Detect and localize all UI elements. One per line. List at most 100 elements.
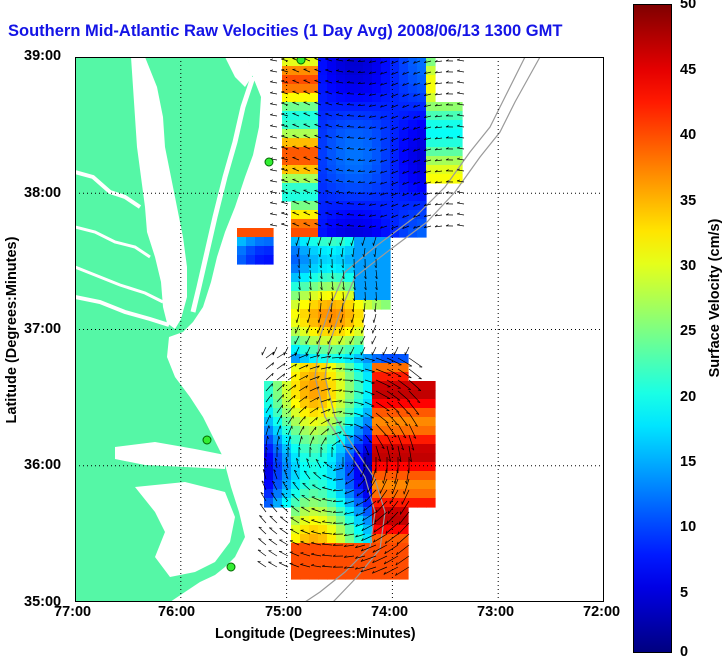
station-4 (227, 563, 235, 571)
velocity-arrow (269, 539, 277, 545)
velocity-cell (354, 129, 364, 139)
velocity-arrow (372, 336, 376, 344)
velocity-cell (336, 228, 346, 238)
velocity-cell (363, 426, 373, 436)
velocity-cell (390, 210, 400, 220)
velocity-cell (318, 480, 328, 490)
velocity-cell (336, 75, 346, 85)
velocity-cell (345, 183, 355, 193)
velocity-cell (300, 336, 310, 346)
velocity-cell (363, 129, 373, 139)
velocity-cell (318, 291, 328, 301)
velocity-cell (372, 426, 382, 436)
velocity-cell (300, 237, 310, 247)
velocity-cell (381, 462, 391, 472)
velocity-cell (399, 444, 409, 454)
velocity-cell (291, 570, 301, 580)
velocity-cell (246, 228, 256, 238)
velocity-cell (372, 111, 382, 121)
velocity-cell (408, 192, 418, 202)
velocity-arrow (270, 60, 277, 61)
velocity-cell (408, 147, 418, 157)
velocity-arrow (270, 516, 277, 523)
velocity-cell (408, 489, 418, 499)
velocity-cell (255, 237, 265, 247)
velocity-arrow (270, 71, 277, 72)
velocity-cell (381, 147, 391, 157)
velocity-arrow (270, 93, 277, 94)
velocity-cell (372, 138, 382, 148)
velocity-cell (345, 120, 355, 130)
velocity-cell (399, 75, 409, 85)
velocity-cell (399, 561, 409, 571)
velocity-cell (381, 255, 391, 265)
velocity-cell (237, 237, 247, 247)
velocity-cell (345, 237, 355, 247)
velocity-cell (336, 57, 346, 67)
velocity-cell (426, 417, 436, 427)
velocity-arrow-head (270, 59, 273, 60)
velocity-cell (336, 291, 346, 301)
velocity-cell (300, 453, 310, 463)
velocity-cell (291, 210, 301, 220)
velocity-cell (417, 66, 427, 76)
velocity-cell (282, 399, 292, 409)
velocity-cell (291, 417, 301, 427)
velocity-cell (291, 246, 301, 256)
velocity-cell (399, 111, 409, 121)
velocity-cell (354, 282, 364, 292)
velocity-cell (300, 291, 310, 301)
velocity-arrow-head (270, 114, 273, 115)
velocity-cell (381, 507, 391, 517)
velocity-arrow (262, 347, 266, 355)
velocity-cell (309, 120, 319, 130)
velocity-cell (264, 399, 274, 409)
velocity-cell (318, 210, 328, 220)
velocity-cell (426, 435, 436, 445)
velocity-cell (390, 354, 400, 364)
velocity-cell (300, 273, 310, 283)
velocity-cell (282, 426, 292, 436)
velocity-cell (327, 228, 337, 238)
velocity-cell (372, 129, 382, 139)
velocity-cell (363, 165, 373, 175)
velocity-cell (426, 471, 436, 481)
velocity-arrow-head (270, 224, 273, 225)
velocity-cell (417, 480, 427, 490)
velocity-cell (435, 147, 445, 157)
x-tick-label: 74:00 (371, 604, 408, 620)
velocity-cell (345, 363, 355, 373)
velocity-cell (417, 462, 427, 472)
velocity-arrow (281, 224, 288, 226)
velocity-arrow-head (270, 70, 273, 71)
velocity-cell (273, 498, 283, 508)
velocity-cell (282, 138, 292, 148)
velocity-cell (327, 102, 337, 112)
velocity-arrow (258, 550, 266, 556)
velocity-cell (399, 129, 409, 139)
velocity-arrow (269, 528, 277, 534)
velocity-arrow (394, 347, 398, 355)
velocity-cell (327, 363, 337, 373)
velocity-cell (264, 255, 274, 265)
velocity-arrow (457, 203, 464, 204)
velocity-cell (408, 57, 418, 67)
velocity-cell (354, 84, 364, 94)
x-axis-label: Longitude (Degrees:Minutes) (215, 626, 416, 642)
velocity-arrow (277, 374, 285, 380)
velocity-cell (390, 408, 400, 418)
station-2 (265, 158, 273, 166)
velocity-cell (309, 462, 319, 472)
velocity-arrow (457, 225, 464, 226)
velocity-arrow (457, 82, 464, 83)
velocity-cell (300, 309, 310, 319)
velocity-arrow (457, 71, 464, 72)
velocity-cell (264, 471, 274, 481)
velocity-cell (291, 507, 301, 517)
velocity-cell (246, 246, 256, 256)
velocity-cell (345, 156, 355, 166)
velocity-cell (291, 309, 301, 319)
velocity-cell (417, 174, 427, 184)
velocity-arrow-head (270, 191, 273, 192)
velocity-arrow (270, 203, 277, 204)
